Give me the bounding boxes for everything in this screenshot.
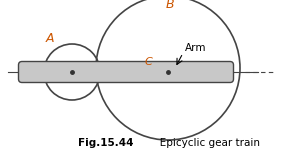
Text: C: C: [144, 57, 152, 67]
FancyBboxPatch shape: [19, 62, 233, 82]
Text: Arm: Arm: [185, 43, 206, 53]
Text: B: B: [166, 0, 174, 11]
Text: Fig.15.44: Fig.15.44: [78, 138, 133, 148]
Text: Epicyclic gear train: Epicyclic gear train: [150, 138, 260, 148]
Text: A: A: [46, 31, 54, 44]
